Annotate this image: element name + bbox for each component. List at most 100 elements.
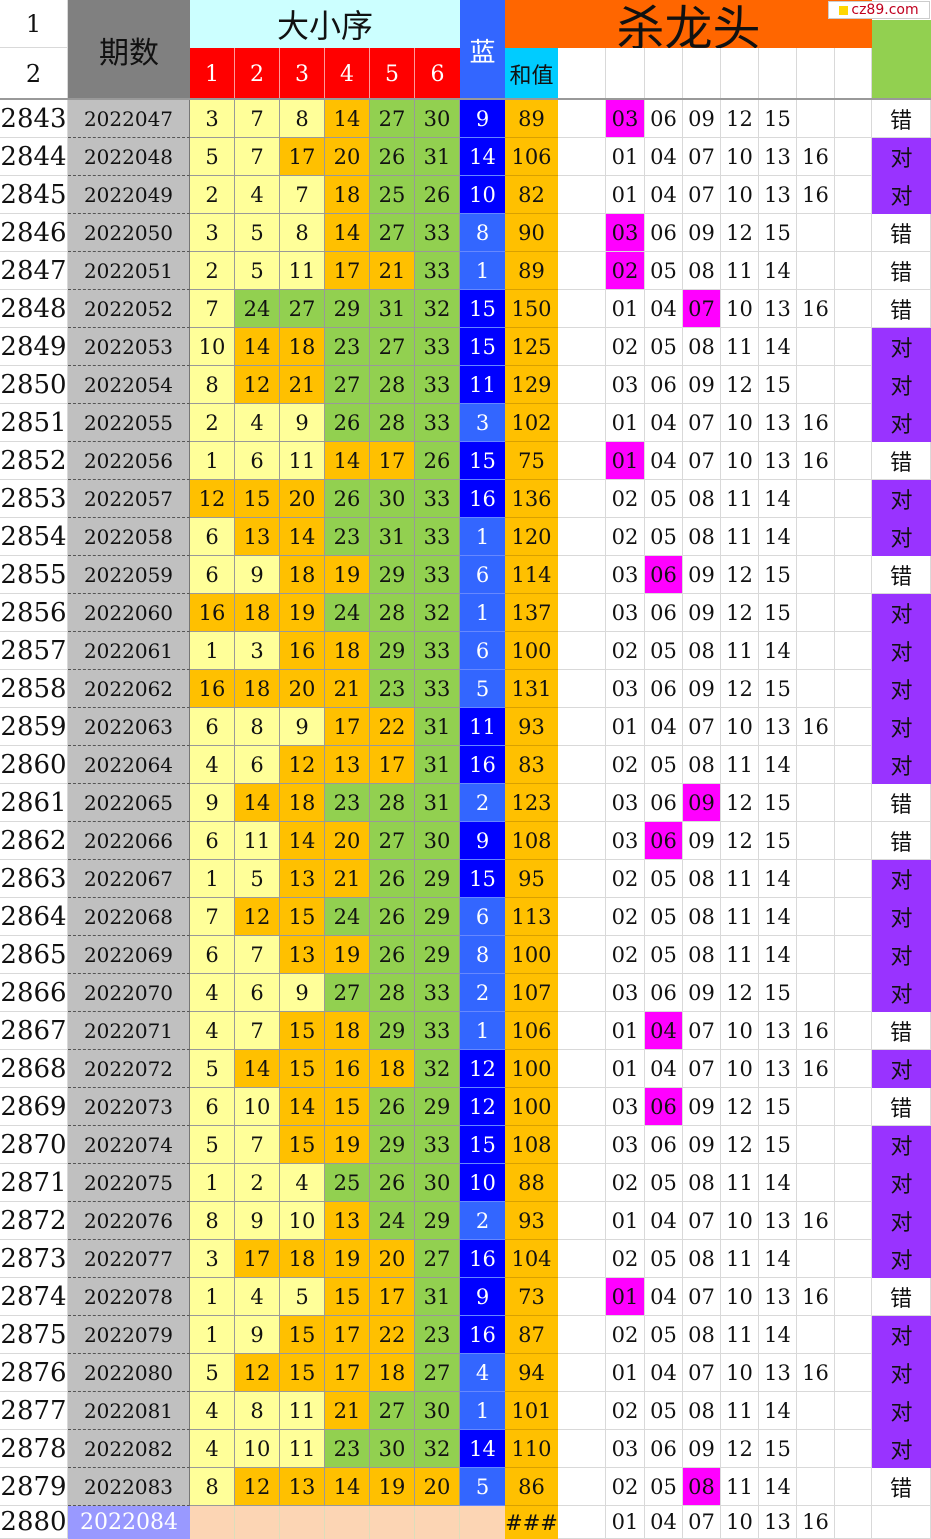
kill-number-cell: 02 <box>606 860 645 898</box>
ball-cell: 33 <box>415 328 460 366</box>
sum-cell: 136 <box>505 480 558 518</box>
ball-cell: 20 <box>280 480 325 518</box>
kill-number-cell: 09 <box>683 594 721 632</box>
kill-number-cell: 07 <box>683 708 721 746</box>
ball-col-header: 5 <box>370 48 415 100</box>
ball-cell: 4 <box>280 1164 325 1202</box>
kill-number-cell: 12 <box>721 670 759 708</box>
kill-number-cell: 08 <box>683 632 721 670</box>
ball-cell: 26 <box>370 860 415 898</box>
kill-number-cell: 16 <box>797 1354 835 1392</box>
blank-cell <box>835 1468 872 1506</box>
blank-cell <box>835 480 872 518</box>
ball-cell: 21 <box>325 1392 370 1430</box>
ball-col-header: 6 <box>415 48 460 100</box>
blank-cell <box>835 1126 872 1164</box>
ball-cell: 14 <box>325 442 370 480</box>
kill-number-cell: 10 <box>721 1278 759 1316</box>
kill-number-cell <box>797 366 835 404</box>
result-cell: 错 <box>872 442 931 480</box>
kill-number-cell: 13 <box>759 176 797 214</box>
blank-cell <box>835 1088 872 1126</box>
kill-number-cell: 07 <box>683 176 721 214</box>
ball-cell-empty <box>190 1506 235 1539</box>
kill-number-cell: 03 <box>606 670 645 708</box>
kill-number-cell: 06 <box>645 214 683 252</box>
ball-col-header: 2 <box>235 48 280 100</box>
blank-cell <box>835 670 872 708</box>
blank-cell <box>835 1430 872 1468</box>
ball-cell: 10 <box>190 328 235 366</box>
period-cell: 2022065 <box>68 784 190 822</box>
row-number: 2844 <box>0 138 68 176</box>
kill-header: 杀龙头 <box>505 0 872 57</box>
kill-number-cell: 08 <box>683 1392 721 1430</box>
kill-number-cell: 12 <box>721 594 759 632</box>
ball-cell: 20 <box>280 670 325 708</box>
blue-header: 蓝 <box>460 0 505 100</box>
ball-cell: 33 <box>415 632 460 670</box>
row-number: 2866 <box>0 974 68 1012</box>
row-number: 2862 <box>0 822 68 860</box>
ball-cell: 14 <box>280 822 325 860</box>
kill-number-cell: 16 <box>797 442 835 480</box>
ball-cell: 22 <box>370 1316 415 1354</box>
kill-number-cell: 14 <box>759 518 797 556</box>
ball-cell: 33 <box>415 404 460 442</box>
ball-cell: 7 <box>235 1126 280 1164</box>
ball-cell: 26 <box>325 404 370 442</box>
row-number: 2853 <box>0 480 68 518</box>
period-cell: 2022051 <box>68 252 190 290</box>
row-number: 2863 <box>0 860 68 898</box>
row-number: 2877 <box>0 1392 68 1430</box>
ball-cell: 26 <box>370 1164 415 1202</box>
blank-cell <box>835 518 872 556</box>
kill-number-cell: 13 <box>759 404 797 442</box>
ball-cell: 9 <box>190 784 235 822</box>
kill-number-cell: 04 <box>645 176 683 214</box>
result-cell: 对 <box>872 1392 931 1430</box>
kill-number-cell: 06 <box>645 974 683 1012</box>
sum-cell: 90 <box>505 214 558 252</box>
ball-cell: 30 <box>415 822 460 860</box>
ball-cell: 12 <box>190 480 235 518</box>
ball-cell: 1 <box>190 1316 235 1354</box>
blue-ball-cell: 15 <box>460 328 505 366</box>
kill-number-cell: 12 <box>721 100 759 138</box>
spacer-cell <box>558 214 606 252</box>
ball-cell: 5 <box>235 252 280 290</box>
kill-number-hit: 06 <box>645 1088 683 1126</box>
sum-cell: 107 <box>505 974 558 1012</box>
ball-cell: 27 <box>370 328 415 366</box>
kill-number-cell: 03 <box>606 784 645 822</box>
ball-cell: 33 <box>415 974 460 1012</box>
ball-cell: 29 <box>415 898 460 936</box>
ball-cell: 11 <box>280 1392 325 1430</box>
kill-number-cell: 16 <box>797 290 835 328</box>
kill-number-cell: 04 <box>645 290 683 328</box>
blue-ball-cell: 16 <box>460 480 505 518</box>
ball-cell: 5 <box>190 1050 235 1088</box>
period-cell: 2022050 <box>68 214 190 252</box>
kill-number-cell <box>797 214 835 252</box>
ball-cell: 1 <box>190 860 235 898</box>
row-number: 2868 <box>0 1050 68 1088</box>
ball-cell: 29 <box>370 1126 415 1164</box>
ball-cell: 12 <box>235 366 280 404</box>
spacer-cell <box>558 708 606 746</box>
blue-ball-cell: 12 <box>460 1088 505 1126</box>
ball-cell: 31 <box>415 138 460 176</box>
blank-cell <box>835 366 872 404</box>
kill-number-cell: 07 <box>683 404 721 442</box>
ball-cell: 10 <box>235 1430 280 1468</box>
ball-cell: 17 <box>370 1278 415 1316</box>
period-cell: 2022064 <box>68 746 190 784</box>
kill-number-cell: 04 <box>645 708 683 746</box>
ball-cell: 18 <box>325 176 370 214</box>
kill-number-cell: 05 <box>645 328 683 366</box>
kill-number-cell: 11 <box>721 1392 759 1430</box>
result-cell: 对 <box>872 1202 931 1240</box>
kill-number-cell: 02 <box>606 1316 645 1354</box>
blue-ball-empty <box>460 1506 505 1539</box>
period-cell: 2022082 <box>68 1430 190 1468</box>
